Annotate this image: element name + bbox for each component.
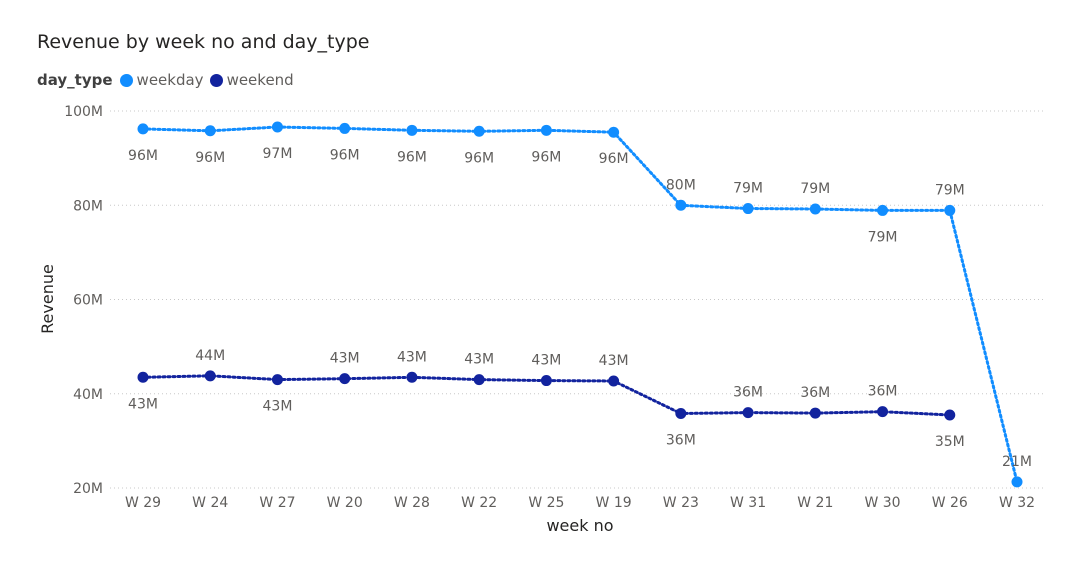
data-label-weekend: 43M <box>397 349 427 365</box>
data-point-weekday <box>809 203 821 215</box>
legend: day_type weekday weekend <box>37 71 300 89</box>
data-point-weekend <box>339 373 351 385</box>
data-label-weekday: 96M <box>464 150 494 166</box>
data-point-weekday <box>406 124 418 136</box>
data-label-weekday: 79M <box>733 181 763 197</box>
y-axis-title: Revenue <box>38 264 57 334</box>
data-label-weekend: 43M <box>263 399 293 415</box>
data-label-weekday: 97M <box>263 146 293 162</box>
x-tick-label: W 27 <box>259 495 295 511</box>
data-point-weekend <box>540 375 552 387</box>
data-point-weekday <box>137 123 149 135</box>
data-label-weekend: 44M <box>195 348 225 364</box>
data-label-weekday: 96M <box>599 151 629 167</box>
data-point-weekend <box>809 407 821 419</box>
data-point-weekend <box>406 371 418 383</box>
data-label-weekend: 36M <box>868 384 898 400</box>
data-label-weekend: 43M <box>330 351 360 367</box>
data-point-weekday <box>204 125 216 137</box>
data-label-weekday: 96M <box>330 147 360 163</box>
data-point-weekday <box>339 122 351 134</box>
data-point-weekend <box>742 407 754 419</box>
data-point-weekend <box>944 409 956 421</box>
legend-label-weekend: weekend <box>226 71 294 89</box>
data-point-weekday <box>608 126 620 138</box>
data-label-weekday: 79M <box>935 182 965 198</box>
legend-swatch-weekend <box>209 73 223 87</box>
x-axis-title: week no <box>546 516 613 535</box>
y-tick-label: 40M <box>73 387 103 403</box>
data-point-weekend <box>608 375 620 387</box>
legend-item-weekday[interactable]: weekday <box>119 71 204 89</box>
data-point-weekday <box>473 125 485 137</box>
data-point-weekday <box>944 204 956 216</box>
x-tick-label: W 20 <box>327 495 363 511</box>
data-point-weekend <box>473 374 485 386</box>
x-tick-label: W 24 <box>192 495 228 511</box>
data-label-weekday: 96M <box>531 149 561 165</box>
data-point-weekday <box>540 124 552 136</box>
x-tick-label: W 22 <box>461 495 497 511</box>
x-tick-label: W 28 <box>394 495 430 511</box>
legend-title: day_type <box>37 71 113 89</box>
y-tick-label: 80M <box>73 198 103 214</box>
data-label-weekend: 36M <box>800 385 830 401</box>
legend-item-weekend[interactable]: weekend <box>209 71 294 89</box>
data-label-weekday: 79M <box>800 181 830 197</box>
data-label-weekday: 80M <box>666 177 696 193</box>
chart-title: Revenue by week no and day_type <box>37 31 370 53</box>
y-tick-label: 60M <box>73 293 103 309</box>
data-point-weekday <box>271 121 283 133</box>
data-label-weekday: 21M <box>1002 454 1032 470</box>
y-tick-label: 20M <box>73 481 103 497</box>
x-tick-label: W 32 <box>999 495 1035 511</box>
x-tick-label: W 30 <box>864 495 900 511</box>
x-tick-label: W 23 <box>663 495 699 511</box>
x-tick-label: W 21 <box>797 495 833 511</box>
data-point-weekday <box>742 203 754 215</box>
x-tick-label: W 19 <box>596 495 632 511</box>
data-point-weekday <box>877 204 889 216</box>
data-label-weekend: 36M <box>733 385 763 401</box>
data-label-weekend: 43M <box>531 353 561 369</box>
x-tick-label: W 26 <box>932 495 968 511</box>
data-point-weekday <box>1011 476 1023 488</box>
x-tick-label: W 29 <box>125 495 161 511</box>
data-point-weekend <box>877 406 889 418</box>
series-line-weekday <box>141 125 1019 484</box>
data-label-weekday: 79M <box>868 229 898 245</box>
y-tick-label: 100M <box>64 104 103 120</box>
legend-swatch-weekday <box>119 73 133 87</box>
legend-label-weekday: weekday <box>136 71 204 89</box>
data-point-weekend <box>675 408 687 420</box>
data-label-weekday: 96M <box>195 150 225 166</box>
data-label-weekday: 96M <box>128 148 158 164</box>
data-label-weekday: 96M <box>397 149 427 165</box>
data-label-weekend: 35M <box>935 434 965 450</box>
data-label-weekend: 43M <box>599 353 629 369</box>
data-point-weekend <box>271 374 283 386</box>
data-point-weekend <box>204 370 216 382</box>
data-point-weekend <box>137 371 149 383</box>
x-tick-label: W 25 <box>528 495 564 511</box>
data-label-weekend: 43M <box>464 352 494 368</box>
data-label-weekend: 43M <box>128 396 158 412</box>
data-label-weekend: 36M <box>666 433 696 449</box>
data-point-weekday <box>675 199 687 211</box>
x-tick-label: W 31 <box>730 495 766 511</box>
